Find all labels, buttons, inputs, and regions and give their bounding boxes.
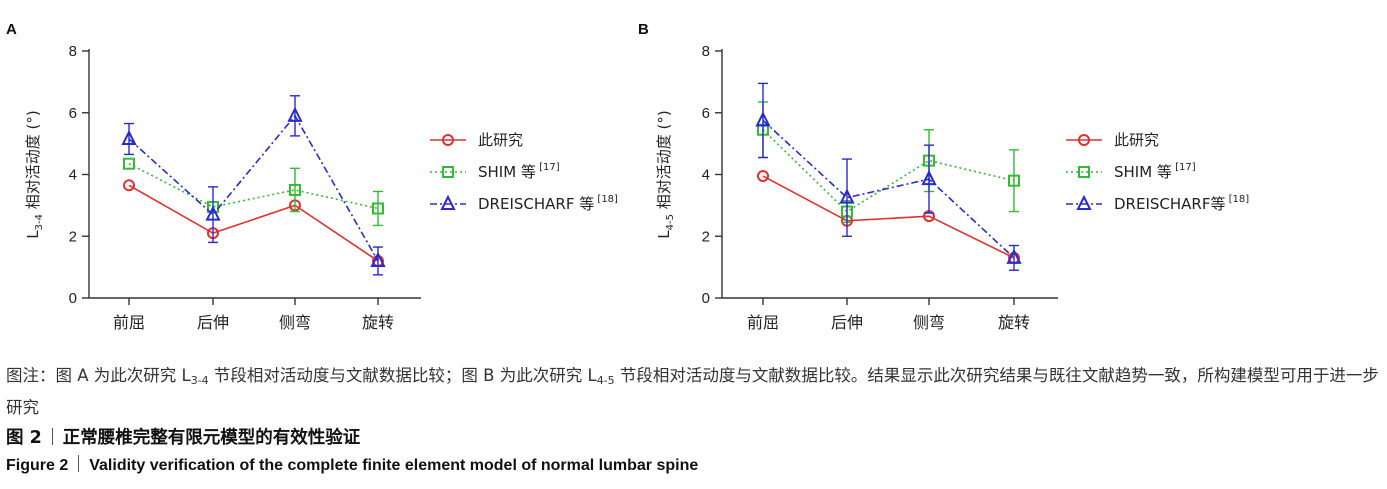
y-tick-label: 2 xyxy=(702,228,710,245)
x-tick-label: 侧弯 xyxy=(913,313,945,332)
legend-label: 此研究 xyxy=(1114,131,1159,149)
legend-marker xyxy=(442,134,454,146)
data-point xyxy=(123,179,135,192)
y-tick-label: 0 xyxy=(702,290,710,307)
data-point xyxy=(839,188,855,204)
panel-label: B xyxy=(638,21,649,38)
figure-caption: 图注：图 A 为此次研究 L3-4 节段相对活动度与文献数据比较；图 B 为此次… xyxy=(6,362,1381,421)
caption-sub2: 4-5 xyxy=(596,374,615,387)
data-point xyxy=(1006,248,1022,264)
data-point xyxy=(289,183,301,196)
data-point xyxy=(123,157,135,170)
legend-label: DREISCHARF等 [18] xyxy=(1114,194,1249,213)
y-tick-label: 6 xyxy=(702,105,710,122)
y-tick-label: 4 xyxy=(702,167,710,184)
x-tick-label: 前屈 xyxy=(113,313,145,332)
legend-label: SHIM 等 [17] xyxy=(478,162,560,181)
y-axis-label: L3-4 相对活动度 (°) xyxy=(24,110,45,238)
figure-label-cn: 图 2 xyxy=(6,428,42,448)
legend-label: DREISCHARF 等 [18] xyxy=(478,194,618,213)
data-point xyxy=(921,169,937,186)
legend-label: 此研究 xyxy=(478,131,523,149)
y-tick-label: 4 xyxy=(69,167,77,184)
series-line-b-1 xyxy=(762,129,1015,213)
x-tick-label: 后伸 xyxy=(831,313,863,332)
legend-marker xyxy=(1076,194,1092,210)
data-point xyxy=(287,106,303,122)
y-tick-label: 0 xyxy=(69,290,77,307)
data-point xyxy=(121,129,137,145)
y-tick-label: 8 xyxy=(69,43,77,60)
data-point xyxy=(370,251,386,267)
x-tick-label: 旋转 xyxy=(998,313,1030,332)
caption-part1: 图注：图 A 为此次研究 L xyxy=(6,366,191,385)
data-point xyxy=(755,111,771,127)
legend-marker xyxy=(440,194,456,210)
x-tick-label: 旋转 xyxy=(362,313,394,332)
caption-part3: 节段相对活动度与文献数据比较。结果显示此次研究结果与既往文献趋势一致，所构建模型… xyxy=(6,366,1379,417)
figure-title-cn-text: 正常腰椎完整有限元模型的有效性验证 xyxy=(62,428,361,448)
panel-label: A xyxy=(6,21,17,38)
y-axis-label: L4-5 相对活动度 (°) xyxy=(655,110,676,238)
data-point xyxy=(372,202,384,215)
data-point xyxy=(1008,174,1020,187)
legend-label: SHIM 等 [17] xyxy=(1114,162,1196,181)
caption-part2: 节段相对活动度与文献数据比较；图 B 为此次研究 L xyxy=(208,366,597,385)
data-point xyxy=(757,170,769,183)
figure-title-en: Figure 2 Validity verification of the com… xyxy=(6,455,698,475)
data-point xyxy=(205,205,221,221)
series-line-a-0 xyxy=(128,184,379,262)
chart-panel-a: A 0 2 4 6 8 前屈 后伸 侧弯 旋转 L3-4 相对活动度 (°) 此研究 SHIM 等 [1… xyxy=(6,21,618,332)
series-line-b-0 xyxy=(762,175,1015,259)
series-line-a-1 xyxy=(128,162,379,210)
x-tick-label: 侧弯 xyxy=(279,313,311,332)
caption-sub1: 3-4 xyxy=(190,374,209,387)
legend-marker xyxy=(1078,134,1090,146)
figure-label-en: Figure 2 xyxy=(6,457,69,474)
title-separator xyxy=(78,455,80,472)
title-separator xyxy=(51,428,53,445)
legend-marker xyxy=(1078,166,1090,178)
x-tick-label: 后伸 xyxy=(197,313,229,332)
series-line-b-2 xyxy=(762,119,1015,259)
legend-marker xyxy=(442,166,454,178)
figure-title-en-text: Validity verification of the complete fi… xyxy=(89,457,699,474)
y-tick-label: 8 xyxy=(702,43,710,60)
figure-title-cn: 图 2 正常腰椎完整有限元模型的有效性验证 xyxy=(6,424,360,449)
y-tick-label: 6 xyxy=(69,105,77,122)
series-line-a-2 xyxy=(128,114,379,262)
chart-panel-b: B 0 2 4 6 8 前屈 后伸 侧弯 旋转 L4-5 相对活动度 (°) 此研究 SHIM 等 [1… xyxy=(638,21,1249,332)
y-tick-label: 2 xyxy=(69,228,77,245)
x-tick-label: 前屈 xyxy=(747,313,779,332)
